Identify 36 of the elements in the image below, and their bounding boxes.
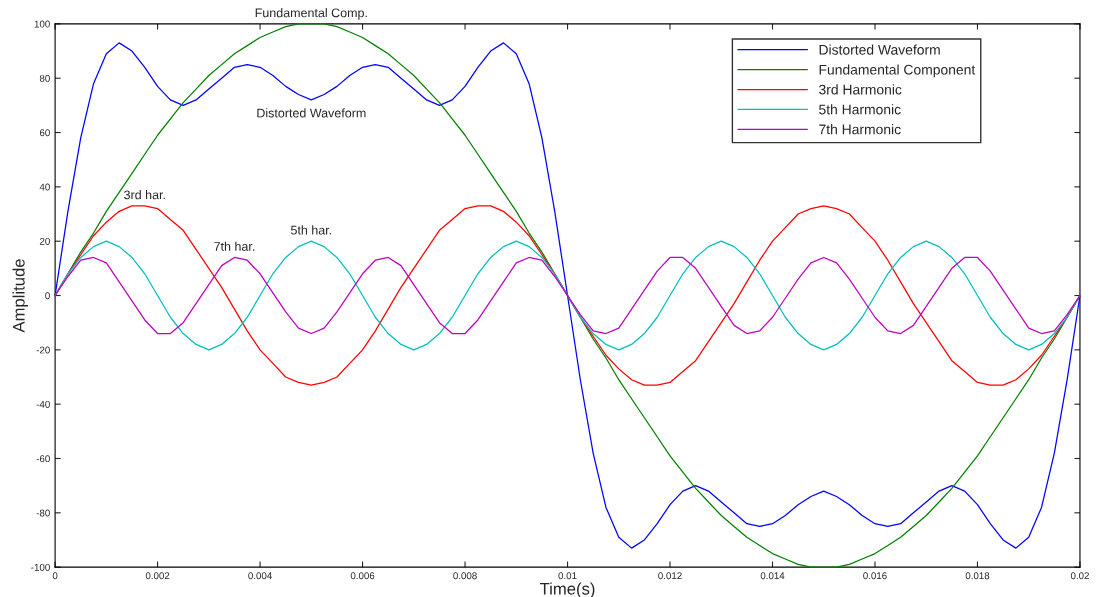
y-tick-label: -60	[36, 455, 50, 463]
y-tick-label: 40	[39, 183, 50, 191]
annotation: 7th har.	[214, 241, 255, 251]
y-tick-label: -20	[36, 346, 50, 354]
annotation: 5th har.	[290, 225, 332, 235]
y-tick-label: 20	[39, 237, 50, 245]
x-tick-label: 0.008	[453, 572, 477, 580]
x-tick-label: 0.002	[145, 572, 170, 580]
annotation: Distorted Waveform	[257, 108, 366, 118]
x-tick-label: 0.004	[248, 572, 272, 580]
legend-label: 3rd Harmonic	[819, 84, 902, 95]
x-tick-label: 0.016	[863, 572, 887, 580]
y-tick-label: -80	[36, 509, 50, 517]
x-axis-title: Time(s)	[539, 582, 595, 597]
annotation: 3rd har.	[124, 190, 165, 200]
x-tick-label: 0.014	[760, 572, 785, 580]
annotation: Fundamental Comp.	[255, 8, 367, 20]
legend-label: Fundamental Component	[819, 64, 976, 78]
legend-label: 7th Harmonic	[819, 124, 901, 135]
x-tick-label: 0.018	[965, 572, 990, 580]
y-tick-label: -40	[36, 400, 50, 408]
x-tick-label: 0.012	[658, 572, 682, 580]
x-tick-label: 0.01	[558, 572, 577, 580]
y-tick-label: 0	[45, 292, 50, 300]
x-tick-label: 0.006	[350, 572, 375, 580]
y-tick-label: 80	[39, 74, 50, 82]
line-series	[54, 240, 1081, 351]
y-tick-label: 100	[34, 20, 50, 28]
legend-label: 5th Harmonic	[819, 104, 901, 115]
y-tick-label: -100	[31, 563, 50, 571]
y-tick-label: 60	[39, 129, 50, 137]
x-tick-label: 0.02	[1070, 572, 1089, 580]
x-tick-label: 0	[52, 572, 58, 580]
y-axis-title: Amplitude	[12, 259, 28, 333]
legend-label: Distorted Waveform	[819, 44, 940, 55]
line-series	[54, 256, 1081, 335]
